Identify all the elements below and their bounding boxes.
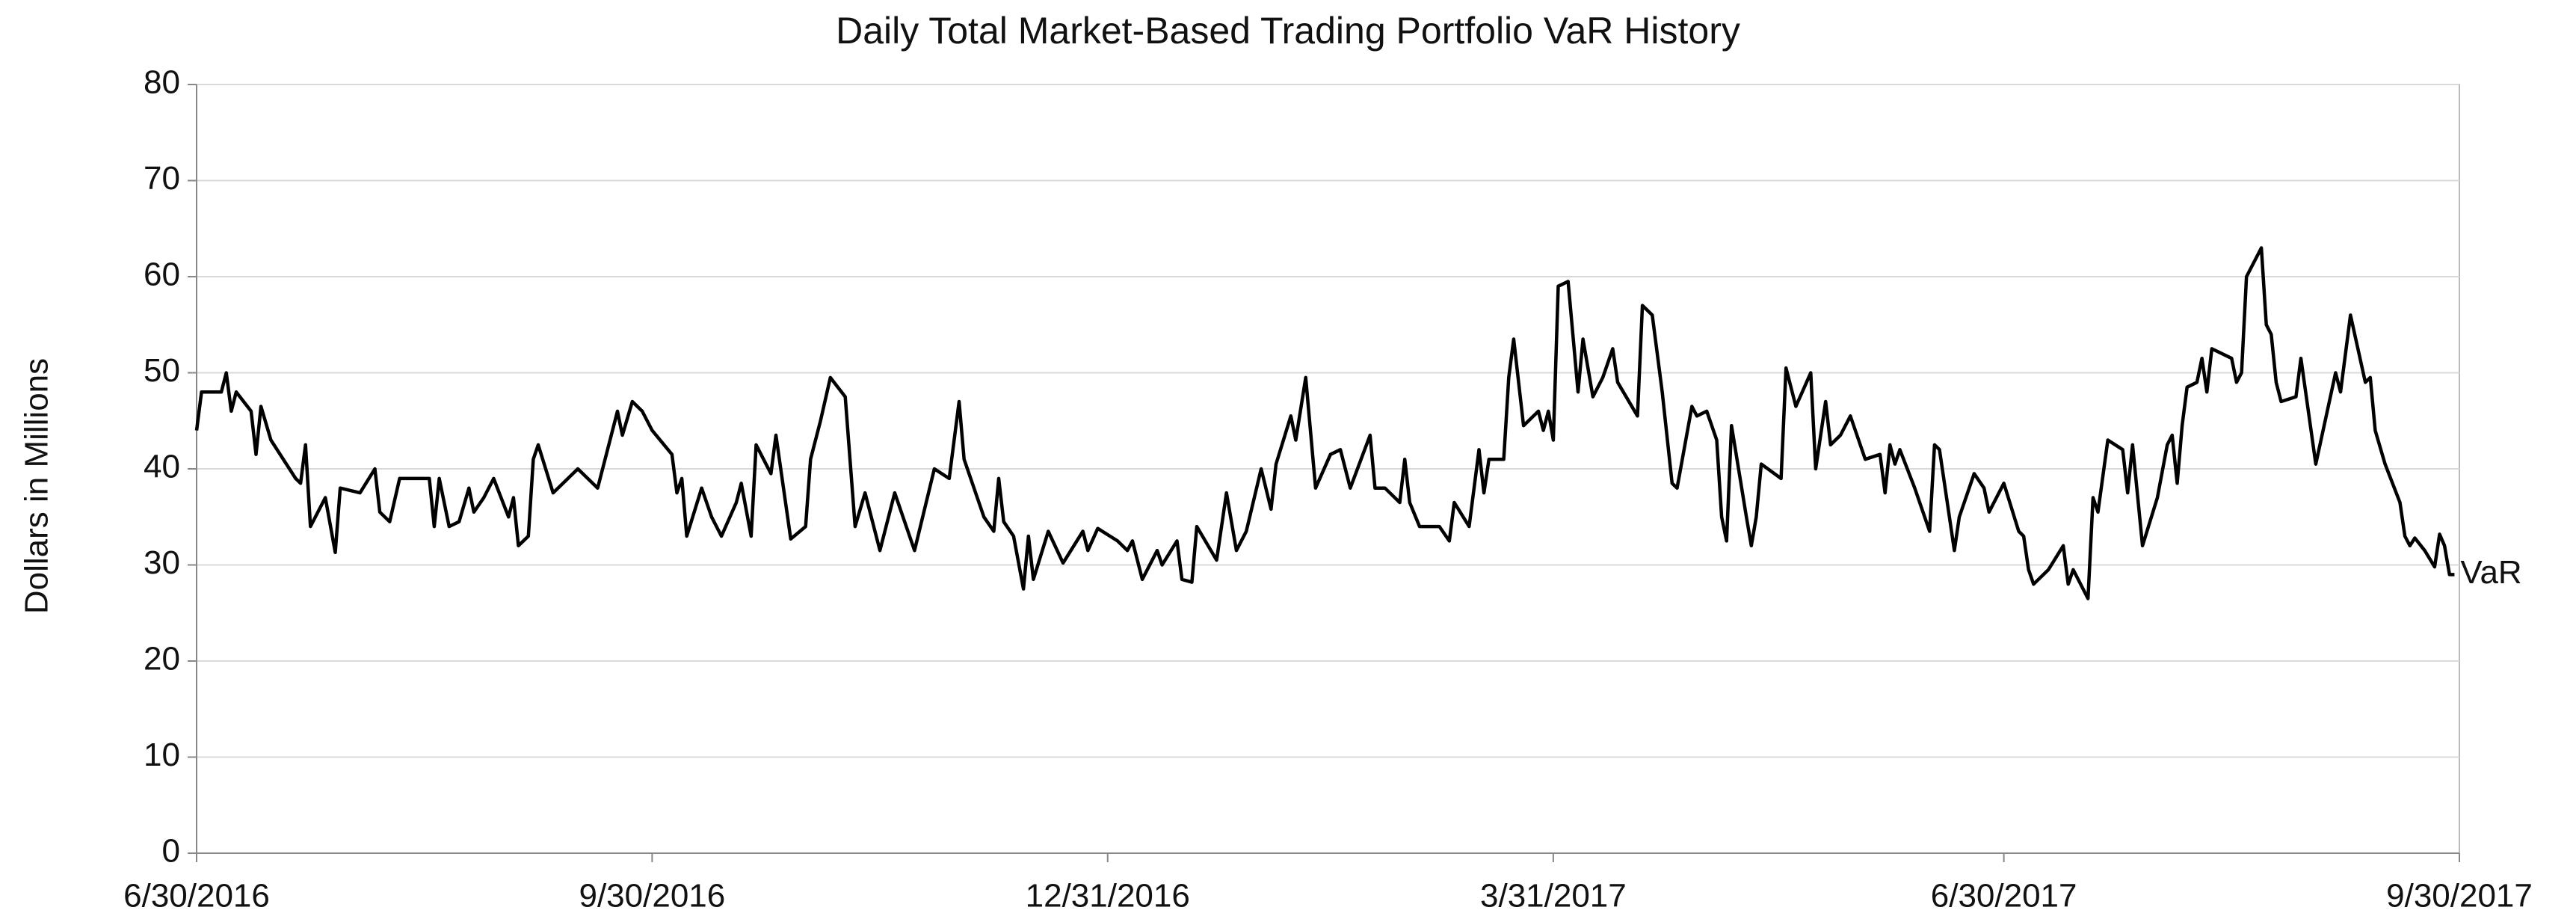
chart-title: Daily Total Market-Based Trading Portfol… [836, 10, 1740, 52]
series-label: VaR [2460, 554, 2521, 591]
line [194, 246, 2455, 600]
y-tick-label: 40 [144, 449, 180, 485]
y-tick-label: 70 [144, 160, 180, 197]
y-tick-label: 30 [144, 544, 180, 581]
y-tick-label: 20 [144, 641, 180, 677]
x-tick-label: 9/30/2016 [579, 878, 725, 915]
y-tick-label: 10 [144, 737, 180, 773]
y-tick-label: 0 [162, 833, 180, 870]
x-tick-label: 9/30/2017 [2386, 878, 2533, 915]
x-tick-label: 6/30/2016 [123, 878, 270, 915]
y-axis-label: Dollars in Millions [19, 358, 55, 614]
x-tick-label: 12/31/2016 [1026, 878, 1190, 915]
x-tick-label: 3/31/2017 [1480, 878, 1627, 915]
x-tick-label: 6/30/2017 [1931, 878, 2077, 915]
y-tick-label: 60 [144, 256, 180, 293]
y-tick-label: 80 [144, 64, 180, 101]
y-tick-label: 50 [144, 352, 180, 389]
